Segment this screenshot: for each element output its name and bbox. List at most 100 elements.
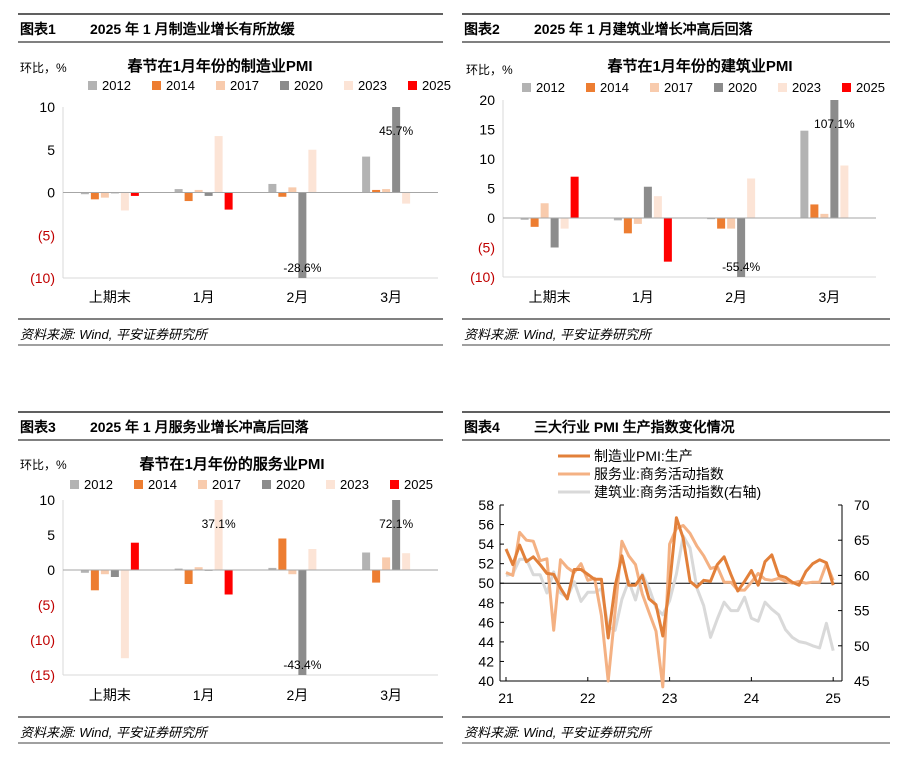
legend-swatch-2025 (842, 83, 851, 92)
data-label: 107.1% (814, 117, 855, 131)
bar-2020-1 (204, 192, 213, 196)
legend-label-2017: 2017 (664, 80, 693, 95)
panel-heading: 三大行业 PMI 生产指数变化情况 (534, 419, 735, 435)
bar-2023-1 (214, 136, 223, 193)
bar-2014-2 (278, 538, 287, 570)
bar-2012-0 (520, 218, 529, 220)
panel-label: 图表3 (20, 419, 56, 435)
bar-2012-1 (613, 218, 622, 221)
bar-2017-3 (382, 189, 391, 193)
y-left-tick-label: 44 (478, 634, 494, 650)
bar-2020-2 (298, 570, 307, 675)
legend-label-2012: 2012 (536, 80, 565, 95)
y-tick-label: 0 (487, 210, 495, 226)
data-label: 72.1% (379, 517, 413, 531)
bar-2017-1 (194, 189, 203, 193)
x-tick-label: 1月 (193, 289, 215, 305)
series-line-1 (505, 524, 835, 689)
y-tick-label: 5 (47, 527, 55, 543)
bar-2017-2 (288, 187, 297, 193)
legend-swatch-2017 (650, 83, 659, 92)
source-note: 资料来源: Wind, 平安证券研究所 (20, 327, 209, 342)
bar-2023-2 (308, 149, 317, 193)
y-tick-label: 5 (487, 181, 495, 197)
legend-label-2025: 2025 (404, 477, 433, 492)
y-axis-label: 环比，% (466, 63, 513, 77)
y-tick-label: 10 (39, 99, 55, 115)
y-left-tick-label: 42 (478, 653, 494, 669)
x-tick-label: 21 (498, 690, 514, 706)
y-left-tick-label: 52 (478, 556, 494, 572)
bar-2012-3 (362, 552, 371, 570)
bar-2012-3 (800, 130, 809, 218)
x-tick-label: 1月 (632, 289, 654, 305)
y-tick-label: 15 (479, 122, 495, 138)
panel-heading: 2025 年 1 月服务业增长冲高后回落 (90, 419, 310, 435)
bar-2014-1 (184, 192, 193, 202)
legend-label-2012: 2012 (102, 78, 131, 93)
data-label: -43.4% (283, 658, 321, 672)
bar-2014-3 (810, 204, 819, 218)
bar-2017-3 (382, 557, 391, 570)
y-left-tick-label: 46 (478, 614, 494, 630)
x-tick-label: 2月 (286, 289, 308, 305)
bar-2014-2 (278, 192, 287, 197)
legend-swatch-2020 (714, 83, 723, 92)
x-tick-label: 2月 (286, 687, 308, 703)
y-left-tick-label: 58 (478, 497, 494, 513)
legend-swatch-2017 (198, 480, 207, 489)
y-left-tick-label: 50 (478, 575, 494, 591)
y-axis-label: 环比，% (20, 61, 67, 75)
y-axis-label: 环比，% (20, 458, 67, 472)
legend-label-2020: 2020 (276, 477, 305, 492)
x-tick-label: 25 (825, 690, 841, 706)
x-tick-label: 23 (662, 690, 678, 706)
y-tick-label: 10 (39, 492, 55, 508)
legend-label-2014: 2014 (600, 80, 629, 95)
bar-2023-0 (120, 570, 129, 659)
x-tick-label: 1月 (193, 687, 215, 703)
chart-title: 春节在1月年份的建筑业PMI (607, 57, 792, 75)
data-label: 37.1% (202, 517, 236, 531)
bar-2012-3 (362, 156, 371, 193)
bar-2020-0 (550, 218, 559, 248)
y-right-tick-label: 65 (854, 532, 870, 548)
y-tick-label: (5) (478, 240, 495, 256)
panel-label: 图表1 (20, 21, 56, 37)
data-label: -55.4% (722, 260, 760, 274)
legend-label-2023: 2023 (358, 78, 387, 93)
bar-2020-2 (737, 218, 746, 277)
bar-2025-0 (570, 176, 579, 218)
bar-2023-2 (747, 178, 756, 218)
legend-swatch-2025 (390, 480, 399, 489)
bar-2014-3 (372, 189, 381, 193)
y-left-tick-label: 54 (478, 536, 494, 552)
y-tick-label: (10) (30, 270, 55, 286)
bar-2017-2 (727, 218, 736, 229)
legend-swatch-2012 (522, 83, 531, 92)
y-right-tick-label: 60 (854, 567, 870, 583)
bar-2023-3 (402, 553, 411, 570)
legend-label-2023: 2023 (792, 80, 821, 95)
legend-label: 制造业PMI:生产 (594, 448, 693, 464)
legend-swatch-2020 (262, 480, 271, 489)
legend-label-2017: 2017 (212, 477, 241, 492)
y-tick-label: (15) (30, 667, 55, 683)
bar-2023-2 (308, 549, 317, 570)
y-tick-label: 20 (479, 92, 495, 108)
series-line-0 (504, 516, 835, 640)
y-right-tick-label: 55 (854, 603, 870, 619)
y-left-tick-label: 40 (478, 673, 494, 689)
bar-2017-0 (100, 192, 109, 198)
bar-2025-1 (224, 570, 233, 595)
bar-2014-1 (623, 218, 632, 234)
x-tick-label: 上期末 (89, 687, 131, 703)
bar-2014-3 (372, 570, 381, 583)
y-tick-label: 0 (47, 185, 55, 201)
bar-2017-1 (194, 567, 203, 570)
data-label: -28.6% (283, 261, 321, 275)
bar-2020-3 (392, 107, 401, 193)
y-right-tick-label: 45 (854, 673, 870, 689)
legend-swatch-2012 (88, 81, 97, 90)
